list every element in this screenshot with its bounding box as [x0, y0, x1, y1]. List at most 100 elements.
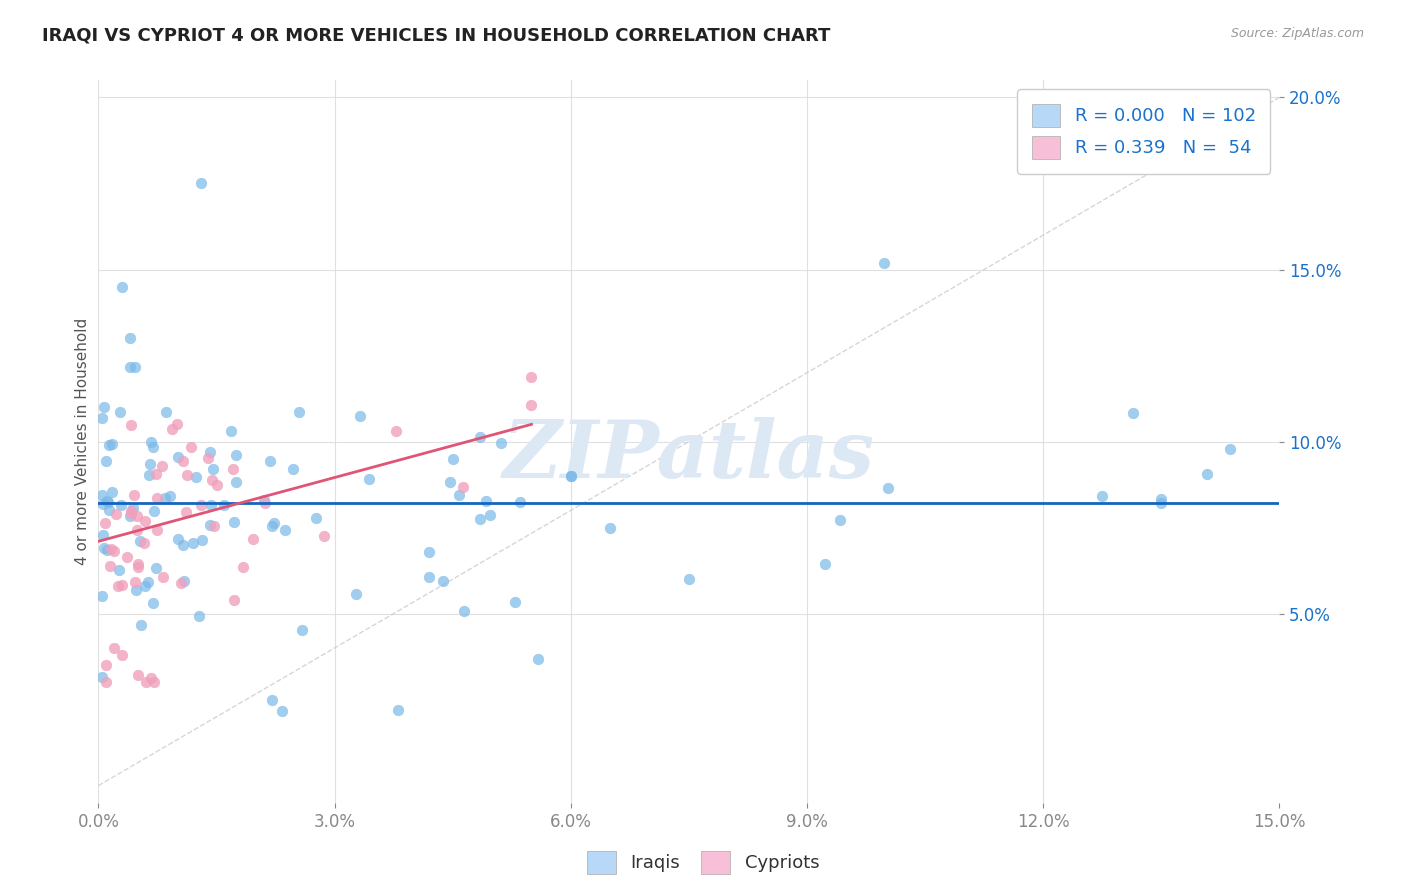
Point	[100, 542, 122, 557]
Point	[263, 516, 285, 530]
Point	[162, 422, 184, 436]
Point	[152, 569, 174, 583]
Point	[176, 467, 198, 482]
Y-axis label: 4 or more Vehicles in Household: 4 or more Vehicles in Household	[75, 318, 90, 566]
Point	[201, 473, 224, 487]
Point	[111, 648, 134, 662]
Point	[134, 579, 156, 593]
Point	[1091, 489, 1114, 503]
Point	[98, 559, 121, 574]
Point	[599, 520, 621, 534]
Point	[136, 575, 159, 590]
Point	[876, 481, 898, 495]
Point	[91, 528, 114, 542]
Point	[96, 454, 118, 468]
Point	[96, 543, 118, 558]
Legend: R = 0.000   N = 102, R = 0.339   N =  54: R = 0.000 N = 102, R = 0.339 N = 54	[1017, 89, 1271, 174]
Point	[173, 574, 195, 588]
Point	[93, 516, 115, 531]
Point	[170, 575, 193, 590]
Point	[93, 541, 115, 556]
Point	[146, 523, 169, 537]
Point	[520, 370, 543, 384]
Point	[121, 500, 143, 515]
Point	[98, 438, 121, 452]
Point	[359, 472, 381, 486]
Point	[129, 617, 152, 632]
Point	[103, 640, 125, 655]
Point	[560, 469, 582, 483]
Point	[152, 459, 174, 474]
Point	[124, 359, 146, 374]
Point	[124, 574, 146, 589]
Point	[146, 491, 169, 505]
Point	[166, 417, 188, 432]
Point	[1150, 496, 1173, 510]
Point	[212, 498, 235, 512]
Point	[91, 497, 114, 511]
Point	[129, 534, 152, 549]
Point	[103, 544, 125, 558]
Point	[142, 441, 165, 455]
Point	[120, 359, 142, 374]
Point	[814, 558, 837, 572]
Point	[475, 493, 498, 508]
Point	[132, 536, 155, 550]
Point	[489, 436, 512, 450]
Point	[122, 488, 145, 502]
Point	[134, 514, 156, 528]
Point	[111, 577, 134, 591]
Point	[187, 609, 209, 624]
Point	[91, 589, 114, 603]
Point	[1122, 406, 1144, 420]
Point	[225, 448, 247, 462]
Point	[190, 498, 212, 512]
Point	[108, 405, 131, 419]
Point	[120, 507, 142, 521]
Point	[468, 511, 491, 525]
Point	[118, 508, 141, 523]
Point	[205, 478, 228, 492]
Point	[344, 587, 367, 601]
Point	[197, 451, 219, 466]
Point	[127, 557, 149, 571]
Point	[242, 532, 264, 546]
Point	[441, 451, 464, 466]
Point	[127, 508, 149, 523]
Point	[222, 515, 245, 529]
Point	[96, 493, 118, 508]
Point	[274, 524, 297, 538]
Point	[198, 444, 221, 458]
Point	[503, 595, 526, 609]
Point	[305, 511, 328, 525]
Point	[138, 468, 160, 483]
Point	[180, 440, 202, 454]
Point	[873, 256, 896, 270]
Point	[418, 545, 440, 559]
Point	[139, 671, 162, 685]
Point	[127, 559, 149, 574]
Point	[172, 538, 194, 552]
Point	[270, 705, 292, 719]
Point	[96, 658, 118, 673]
Point	[97, 503, 120, 517]
Point	[387, 703, 409, 717]
Point	[1150, 492, 1173, 507]
Point	[125, 524, 148, 538]
Point	[312, 529, 335, 543]
Point	[678, 572, 700, 586]
Point	[124, 583, 146, 598]
Text: IRAQI VS CYPRIOT 4 OR MORE VEHICLES IN HOUSEHOLD CORRELATION CHART: IRAQI VS CYPRIOT 4 OR MORE VEHICLES IN H…	[42, 27, 831, 45]
Point	[96, 675, 118, 690]
Point	[225, 475, 247, 490]
Point	[439, 475, 461, 489]
Point	[281, 462, 304, 476]
Point	[142, 596, 165, 610]
Point	[260, 692, 283, 706]
Point	[91, 488, 114, 502]
Point	[97, 494, 120, 508]
Point	[253, 493, 276, 508]
Point	[107, 578, 129, 592]
Point	[253, 496, 276, 510]
Point	[108, 563, 131, 577]
